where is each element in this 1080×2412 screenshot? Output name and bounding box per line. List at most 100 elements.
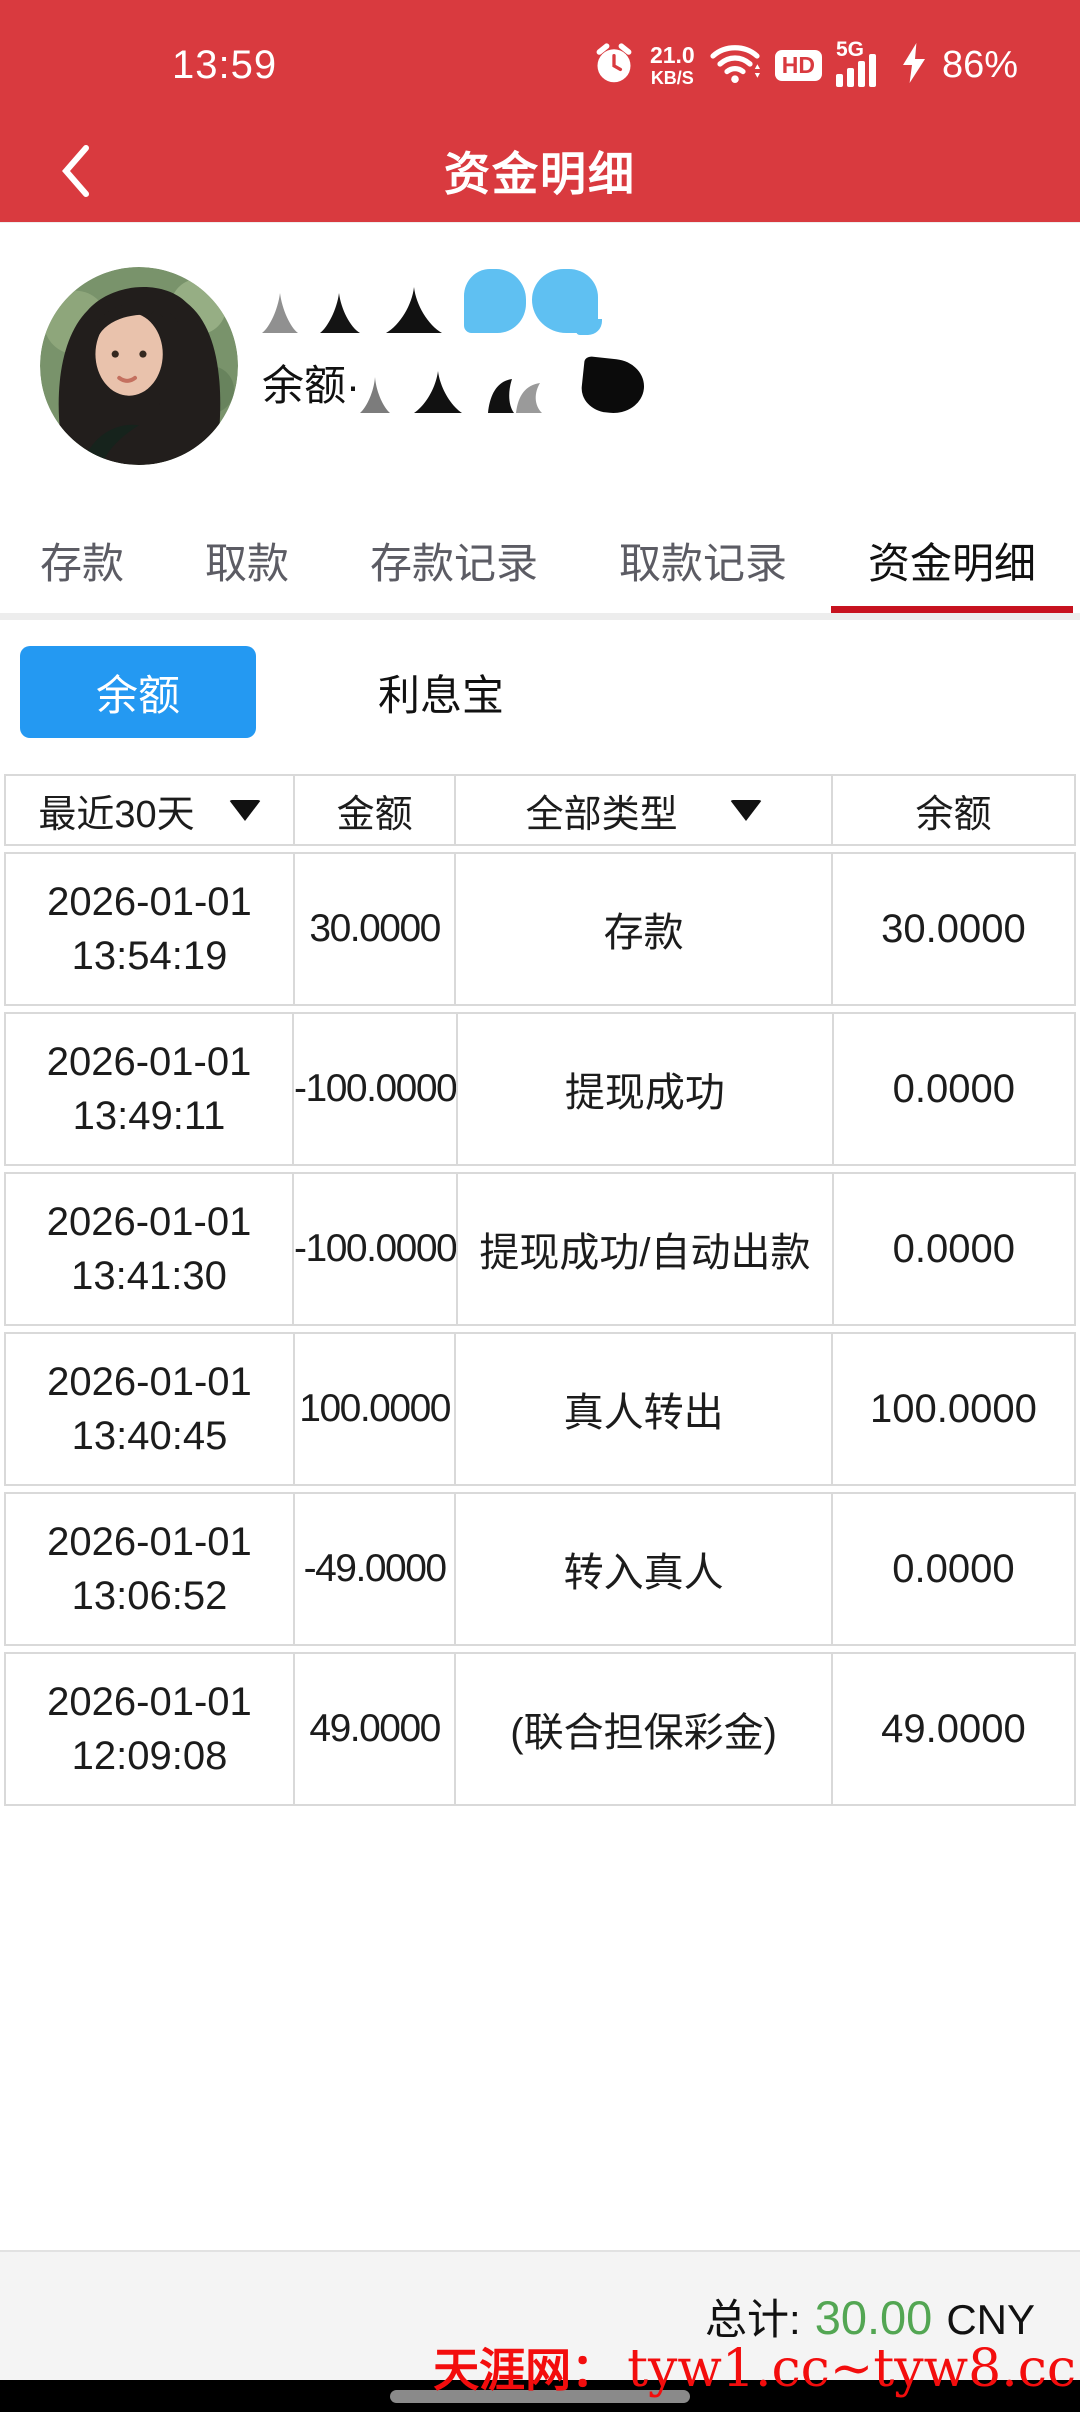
cell-balance: 30.0000: [830, 854, 1074, 1004]
watermark-urls: tyw1.cc~tyw8.cc: [627, 2339, 1076, 2399]
back-icon[interactable]: [56, 144, 96, 198]
cell-date: 2026-01-01: [47, 880, 252, 924]
cell-amount: -49.0000: [292, 1494, 454, 1644]
tab-withdraw-records[interactable]: 取款记录: [618, 539, 787, 587]
cell-datetime: 2026-01-01 12:09:08: [6, 1654, 293, 1804]
total-label: 总计:: [705, 2296, 801, 2343]
cell-date: 2026-01-01: [47, 1680, 252, 1724]
tab-withdraw[interactable]: 取款: [204, 539, 289, 587]
type-filter[interactable]: 全部类型: [454, 776, 831, 844]
cell-type: (联合担保彩金): [454, 1654, 831, 1804]
mask-fragment: [360, 377, 390, 413]
watermark-site-name: 天涯网：: [433, 2344, 618, 2396]
cell-type: 真人转出: [454, 1334, 831, 1484]
cell-balance: 100.0000: [830, 1334, 1074, 1484]
cell-amount: -100.0000: [292, 1014, 458, 1164]
cell-balance: 49.0000: [830, 1654, 1074, 1804]
subtab-bar: 余额 利息宝: [0, 620, 1080, 760]
network-speed-unit: KB/S: [650, 67, 694, 88]
total-currency: CNY: [946, 2296, 1035, 2343]
network-speed: 21.0 KB/S: [649, 41, 695, 88]
tab-fund-details[interactable]: 资金明细: [852, 507, 1052, 613]
balance-label: 余额·: [262, 362, 360, 409]
profile-section: 余额·: [0, 222, 1080, 507]
avatar[interactable]: [40, 267, 238, 465]
page-title: 资金明细: [444, 148, 636, 200]
mask-fragment: [262, 293, 298, 333]
charging-icon: [900, 42, 928, 88]
status-time: 13:59: [172, 42, 278, 87]
date-range-label: 最近30天: [38, 793, 195, 836]
table-header-row: 最近30天 金额 全部类型 余额: [4, 774, 1076, 846]
fund-details-table: 最近30天 金额 全部类型 余额 2026-01-01 13:54:19 30.…: [4, 774, 1076, 1806]
cell-time: 13:06:52: [71, 1574, 228, 1618]
table-row: 2026-01-01 13:41:30 -100.0000 提现成功/自动出款 …: [4, 1172, 1076, 1326]
table-row: 2026-01-01 13:54:19 30.0000 存款 30.0000: [4, 852, 1076, 1006]
cell-time: 12:09:08: [71, 1734, 228, 1778]
network-speed-value: 21.0: [649, 41, 695, 68]
mask-fragment: [320, 293, 360, 333]
cell-time: 13:49:11: [72, 1094, 226, 1138]
cell-time: 13:41:30: [71, 1254, 227, 1298]
table-row: 2026-01-01 13:40:45 100.0000 真人转出 100.00…: [4, 1332, 1076, 1486]
chevron-down-icon: [729, 799, 762, 821]
cell-time: 13:54:19: [71, 934, 228, 978]
subtab-balance-button[interactable]: 余额: [20, 646, 256, 738]
cell-type: 转入真人: [454, 1494, 831, 1644]
home-indicator[interactable]: [390, 2390, 690, 2403]
footer-bar: 总计: 30.00 CNY 天涯网： tyw1.cc~tyw8.cc: [0, 2250, 1080, 2412]
mask-fragment: [414, 371, 462, 413]
mask-fragment: [488, 379, 542, 413]
status-bar: 13:59 21.0 KB/S: [0, 0, 1080, 120]
tab-deposit-records[interactable]: 存款记录: [369, 539, 538, 587]
hd-badge: HD: [774, 49, 822, 81]
tab-deposit[interactable]: 存款: [40, 539, 125, 587]
cell-balance: 0.0000: [831, 1014, 1074, 1164]
wifi-icon: [709, 40, 761, 91]
cell-time: 13:40:45: [71, 1414, 228, 1458]
signal-bars: [835, 54, 876, 87]
cell-date: 2026-01-01: [47, 1520, 252, 1564]
status-icons: 21.0 KB/S HD 5G: [592, 38, 1018, 91]
watermark: 天涯网： tyw1.cc~tyw8.cc: [433, 2334, 1076, 2400]
profile-text: 余额·: [262, 267, 647, 417]
signal-icon: 5G: [835, 38, 886, 89]
date-range-filter[interactable]: 最近30天: [6, 776, 293, 844]
network-type-label: 5G: [835, 38, 864, 61]
mask-blue-shape: [532, 269, 602, 335]
username-masked: [262, 267, 644, 335]
balance-masked-line: 余额·: [262, 355, 647, 417]
system-nav-bar: [0, 2380, 1080, 2412]
subtab-interest-treasure[interactable]: 利息宝: [378, 671, 505, 719]
mask-fragment: [386, 287, 442, 333]
chevron-down-icon: [228, 799, 261, 821]
type-filter-label: 全部类型: [525, 793, 678, 836]
cell-date: 2026-01-01: [46, 1200, 252, 1244]
cell-balance: 0.0000: [830, 1494, 1074, 1644]
cell-type: 提现成功: [456, 1014, 831, 1164]
cell-datetime: 2026-01-01 13:40:45: [6, 1334, 293, 1484]
cell-amount: 49.0000: [292, 1654, 454, 1804]
cell-amount: -100.0000: [292, 1174, 458, 1324]
total-line: 总计: 30.00 CNY: [705, 2286, 1035, 2347]
cell-balance: 0.0000: [831, 1174, 1074, 1324]
table-row: 2026-01-01 13:49:11 -100.0000 提现成功 0.000…: [4, 1012, 1076, 1166]
mask-blue-shape: [464, 269, 526, 333]
cell-date: 2026-01-01: [46, 1040, 252, 1084]
column-header-balance: 余额: [830, 776, 1074, 844]
cell-amount: 100.0000: [292, 1334, 454, 1484]
cell-type: 提现成功/自动出款: [456, 1174, 831, 1324]
cell-type: 存款: [454, 854, 831, 1004]
battery-percent: 86%: [941, 43, 1018, 86]
nav-header: 资金明细: [0, 120, 1080, 222]
table-row: 2026-01-01 12:09:08 49.0000 (联合担保彩金) 49.…: [4, 1652, 1076, 1806]
column-header-amount: 金额: [292, 776, 454, 844]
cell-datetime: 2026-01-01 13:06:52: [6, 1494, 293, 1644]
cell-amount: 30.0000: [292, 854, 454, 1004]
table-row: 2026-01-01 13:06:52 -49.0000 转入真人 0.0000: [4, 1492, 1076, 1646]
cell-datetime: 2026-01-01 13:49:11: [6, 1014, 292, 1164]
cell-datetime: 2026-01-01 13:54:19: [6, 854, 293, 1004]
total-value: 30.00: [814, 2291, 933, 2344]
alarm-icon: [592, 41, 636, 90]
